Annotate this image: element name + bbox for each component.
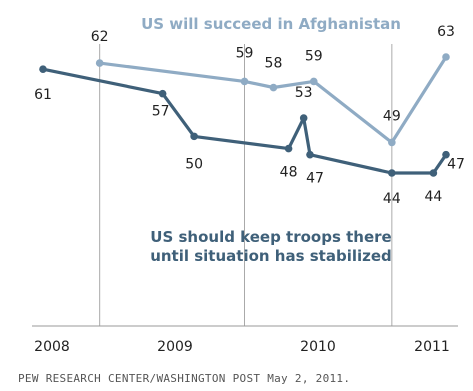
value-label-1-1: 57 (152, 104, 170, 120)
data-point-1-4 (299, 114, 308, 122)
value-label-0-1: 59 (236, 45, 254, 61)
x-tick-2011: 2011 (414, 339, 450, 355)
data-point-1-8 (442, 150, 450, 159)
value-label-1-7: 44 (424, 189, 442, 205)
data-point-0-4 (388, 138, 396, 147)
data-point-0-1 (240, 77, 249, 86)
value-label-1-2: 50 (185, 156, 203, 172)
source-note: PEW RESEARCH CENTER/WASHINGTON POST May … (18, 372, 351, 385)
troops-series-title-line1: US should keep troops there (150, 228, 391, 246)
value-label-0-4: 49 (383, 108, 401, 124)
value-label-1-6: 44 (383, 191, 401, 207)
value-label-1-8: 47 (447, 157, 465, 173)
data-point-1-2 (190, 132, 198, 141)
value-label-1-4: 53 (295, 85, 313, 101)
value-label-0-5: 63 (437, 24, 455, 40)
data-point-1-3 (284, 144, 293, 153)
data-point-0-0 (95, 59, 104, 67)
data-point-0-5 (442, 53, 450, 61)
value-label-1-0: 61 (34, 87, 52, 103)
data-point-0-3 (309, 77, 318, 86)
x-axis-ticks: 2008 2009 2010 2011 (34, 339, 450, 355)
data-point-0-2 (269, 83, 278, 92)
value-label-0-0: 62 (91, 29, 109, 45)
value-label-1-3: 48 (280, 165, 298, 181)
series-line-0 (99, 56, 448, 145)
data-point-1-1 (158, 89, 167, 98)
data-point-1-7 (429, 169, 438, 177)
data-point-1-0 (39, 65, 47, 74)
data-point-1-6 (388, 169, 396, 177)
year-dividers (99, 44, 393, 326)
troops-series-title-line2: until situation has stabilized (150, 247, 392, 265)
data-point-1-5 (306, 150, 314, 159)
value-label-0-2: 58 (265, 56, 283, 72)
x-tick-2008: 2008 (34, 339, 70, 355)
value-labels: 62 59 58 59 49 63 61 57 50 48 53 47 44 44 47 (34, 24, 465, 207)
x-tick-2010: 2010 (300, 339, 336, 355)
value-label-0-3: 59 (305, 48, 323, 64)
series-points (39, 53, 450, 177)
x-tick-2009: 2009 (157, 339, 193, 355)
value-label-1-5: 47 (306, 171, 324, 187)
succeed-series-title: US will succeed in Afghanistan (141, 15, 401, 33)
